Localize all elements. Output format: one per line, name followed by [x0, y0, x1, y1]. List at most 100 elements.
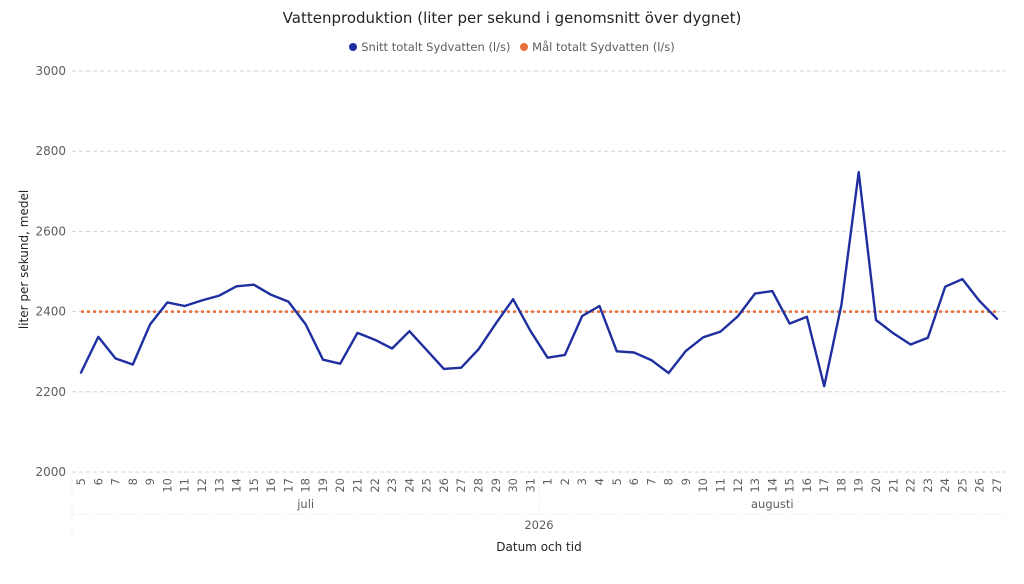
legend-label-snitt: Snitt totalt Sydvatten (l/s) — [361, 40, 511, 54]
data-point-snitt[interactable] — [78, 370, 84, 376]
y-tick-label: 2800 — [35, 144, 66, 158]
legend-item-mal[interactable]: Mål totalt Sydvatten (l/s) — [520, 40, 675, 54]
data-point-snitt[interactable] — [994, 316, 1000, 322]
x-tick-label: 14 — [230, 478, 244, 493]
data-point-snitt[interactable] — [769, 288, 775, 294]
legend-item-snitt[interactable]: Snitt totalt Sydvatten (l/s) — [349, 40, 510, 54]
x-tick-label: 7 — [109, 478, 123, 485]
data-point-snitt[interactable] — [216, 293, 222, 299]
data-point-snitt[interactable] — [476, 346, 482, 352]
data-point-snitt[interactable] — [441, 366, 447, 372]
x-tick-label: 4 — [592, 478, 606, 485]
x-tick-label: 26 — [437, 478, 451, 493]
legend-marker-mal — [520, 43, 529, 51]
data-point-snitt[interactable] — [804, 314, 810, 320]
series-line-snitt[interactable] — [79, 170, 999, 388]
data-point-snitt[interactable] — [303, 321, 309, 327]
x-tick-label: 3 — [575, 478, 589, 485]
x-tick-label: 22 — [904, 478, 918, 493]
x-tick-label: 6 — [627, 478, 641, 485]
data-point-snitt[interactable] — [648, 357, 654, 363]
data-point-snitt[interactable] — [234, 283, 240, 289]
data-point-snitt[interactable] — [700, 334, 706, 340]
x-tick-label: 14 — [765, 478, 779, 493]
data-point-snitt[interactable] — [821, 383, 827, 389]
data-point-snitt[interactable] — [942, 284, 948, 290]
data-point-snitt[interactable] — [890, 330, 896, 336]
data-point-snitt[interactable] — [717, 329, 723, 335]
data-point-snitt[interactable] — [666, 370, 672, 376]
x-tick-label: 17 — [817, 478, 831, 493]
data-point-snitt[interactable] — [596, 303, 602, 309]
data-point-snitt[interactable] — [320, 357, 326, 363]
x-tick-label: 5 — [610, 478, 624, 485]
data-point-snitt[interactable] — [977, 298, 983, 304]
data-point-snitt[interactable] — [510, 296, 516, 302]
x-tick-label: 8 — [662, 478, 676, 485]
data-point-snitt[interactable] — [268, 292, 274, 298]
x-tick-label: 20 — [869, 478, 883, 493]
x-tick-label: 11 — [178, 478, 192, 493]
data-point-snitt[interactable] — [285, 299, 291, 305]
data-point-snitt[interactable] — [493, 321, 499, 327]
data-point-snitt[interactable] — [424, 347, 430, 353]
data-point-snitt[interactable] — [147, 321, 153, 327]
data-point-snitt[interactable] — [458, 365, 464, 371]
data-point-snitt[interactable] — [683, 348, 689, 354]
data-point-snitt[interactable] — [95, 334, 101, 340]
x-tick-label: 7 — [644, 478, 658, 485]
x-tick-label: 21 — [351, 478, 365, 493]
data-point-snitt[interactable] — [614, 348, 620, 354]
data-point-snitt[interactable] — [164, 299, 170, 305]
data-point-snitt[interactable] — [787, 321, 793, 327]
data-point-snitt[interactable] — [735, 313, 741, 319]
x-tick-label: 27 — [990, 478, 1004, 493]
data-point-snitt[interactable] — [355, 330, 361, 336]
data-point-snitt[interactable] — [372, 337, 378, 343]
x-axis-title: Datum och tid — [496, 540, 581, 554]
x-tick-label: 15 — [783, 478, 797, 493]
data-point-snitt[interactable] — [182, 303, 188, 309]
data-point-snitt[interactable] — [873, 317, 879, 323]
data-point-snitt[interactable] — [199, 297, 205, 303]
x-tick-label: 13 — [212, 478, 226, 493]
x-tick-label: 25 — [420, 478, 434, 493]
x-tick-label: 26 — [973, 478, 987, 493]
x-tick-label: 25 — [955, 478, 969, 493]
x-tick-label: 8 — [126, 478, 140, 485]
legend[interactable]: Snitt totalt Sydvatten (l/s) Mål totalt … — [0, 40, 1024, 54]
x-tick-label: 19 — [316, 478, 330, 493]
x-tick-label: 27 — [454, 478, 468, 493]
legend-label-mal: Mål totalt Sydvatten (l/s) — [532, 40, 675, 54]
data-point-snitt[interactable] — [130, 362, 136, 368]
x-tick-label: 16 — [264, 478, 278, 493]
data-point-snitt[interactable] — [925, 335, 931, 341]
x-tick-label: 21 — [886, 478, 900, 493]
x-tick-label: 18 — [834, 478, 848, 493]
data-point-snitt[interactable] — [908, 341, 914, 347]
data-point-snitt[interactable] — [752, 291, 758, 297]
data-point-snitt[interactable] — [579, 313, 585, 319]
y-tick-label: 2200 — [35, 385, 66, 399]
data-point-snitt[interactable] — [838, 301, 844, 307]
data-point-snitt[interactable] — [959, 276, 965, 282]
data-point-snitt[interactable] — [545, 355, 551, 361]
x-tick-label: 30 — [506, 478, 520, 493]
x-tick-label: 1 — [541, 478, 555, 485]
data-point-snitt[interactable] — [337, 361, 343, 367]
data-point-snitt[interactable] — [113, 356, 119, 362]
data-point-snitt[interactable] — [389, 345, 395, 351]
data-point-snitt[interactable] — [251, 282, 257, 288]
data-point-snitt[interactable] — [562, 352, 568, 358]
y-tick-label: 2400 — [35, 305, 66, 319]
data-point-snitt[interactable] — [527, 328, 533, 334]
x-tick-label: 15 — [247, 478, 261, 493]
x-tick-label: 19 — [852, 478, 866, 493]
year-label: 2026 — [524, 518, 553, 532]
data-point-snitt[interactable] — [631, 350, 637, 356]
x-tick-label: 12 — [195, 478, 209, 493]
data-point-snitt[interactable] — [406, 328, 412, 334]
data-point-snitt[interactable] — [856, 169, 862, 175]
x-tick-label: 9 — [143, 478, 157, 485]
